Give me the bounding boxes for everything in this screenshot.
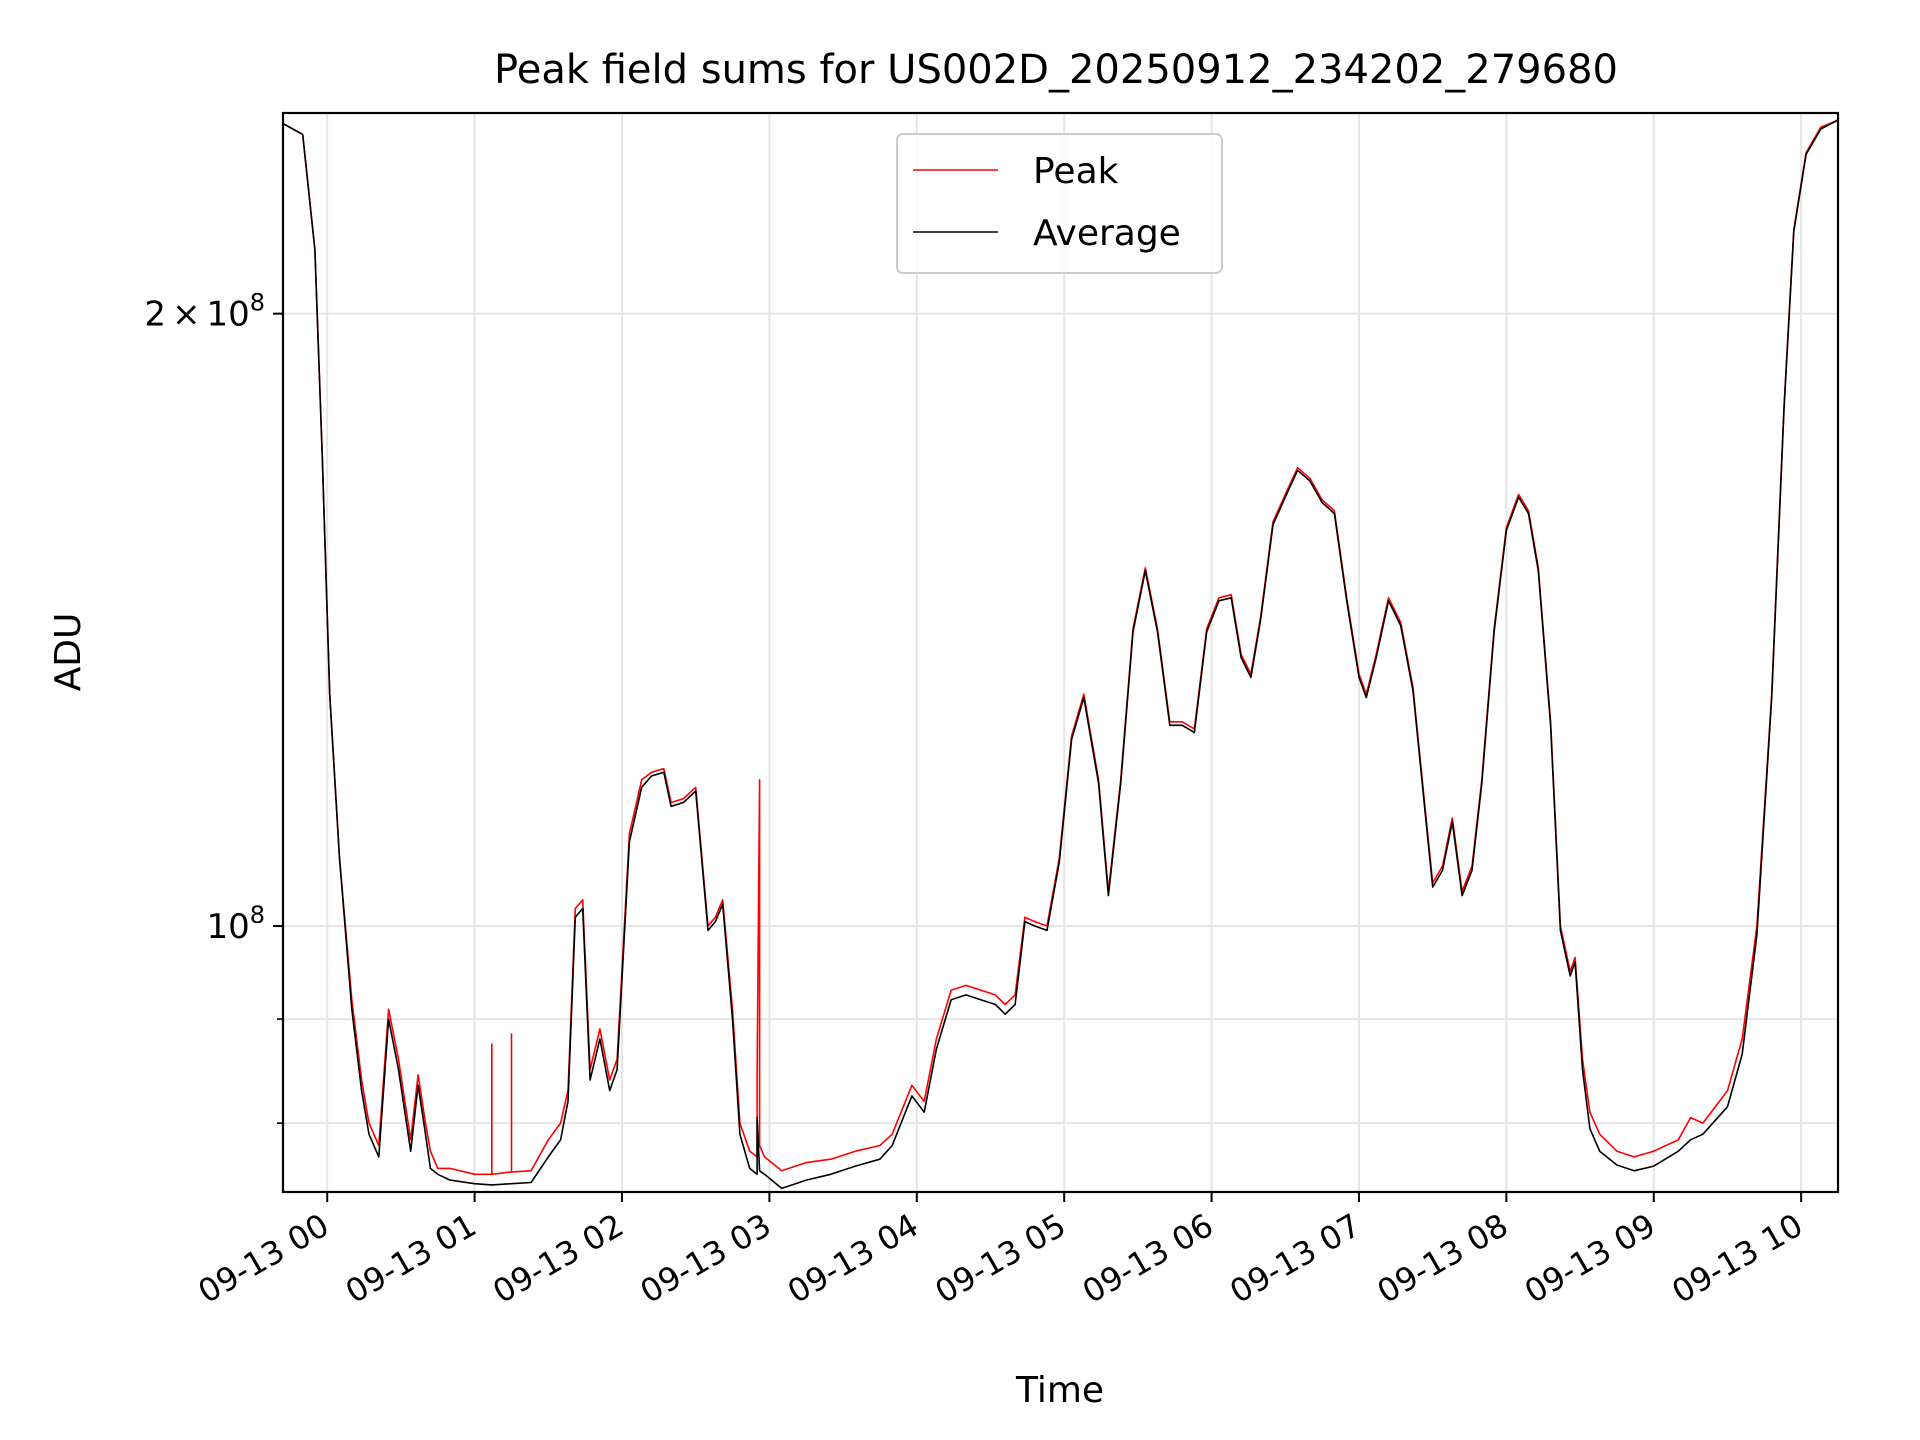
x-axis-label: Time — [1015, 1370, 1104, 1411]
y-tick-label: 2 × 108 — [144, 289, 265, 335]
legend-box — [896, 133, 1223, 274]
legend-label-average: Average — [1033, 213, 1181, 254]
series-line-average — [282, 119, 1839, 1190]
y-axis-label: ADU — [48, 613, 89, 692]
grid — [283, 113, 1838, 1192]
legend: Peak Average — [896, 133, 1223, 274]
plot-frame — [281, 111, 1840, 1194]
chart-title: Peak field sums for US002D_20250912_2342… — [494, 47, 1618, 93]
legend-label-peak: Peak — [1033, 151, 1119, 192]
y-tick-label: 108 — [206, 901, 265, 947]
y-axis: 2 × 108 108 — [144, 289, 283, 1124]
series-lines — [282, 119, 1839, 1190]
